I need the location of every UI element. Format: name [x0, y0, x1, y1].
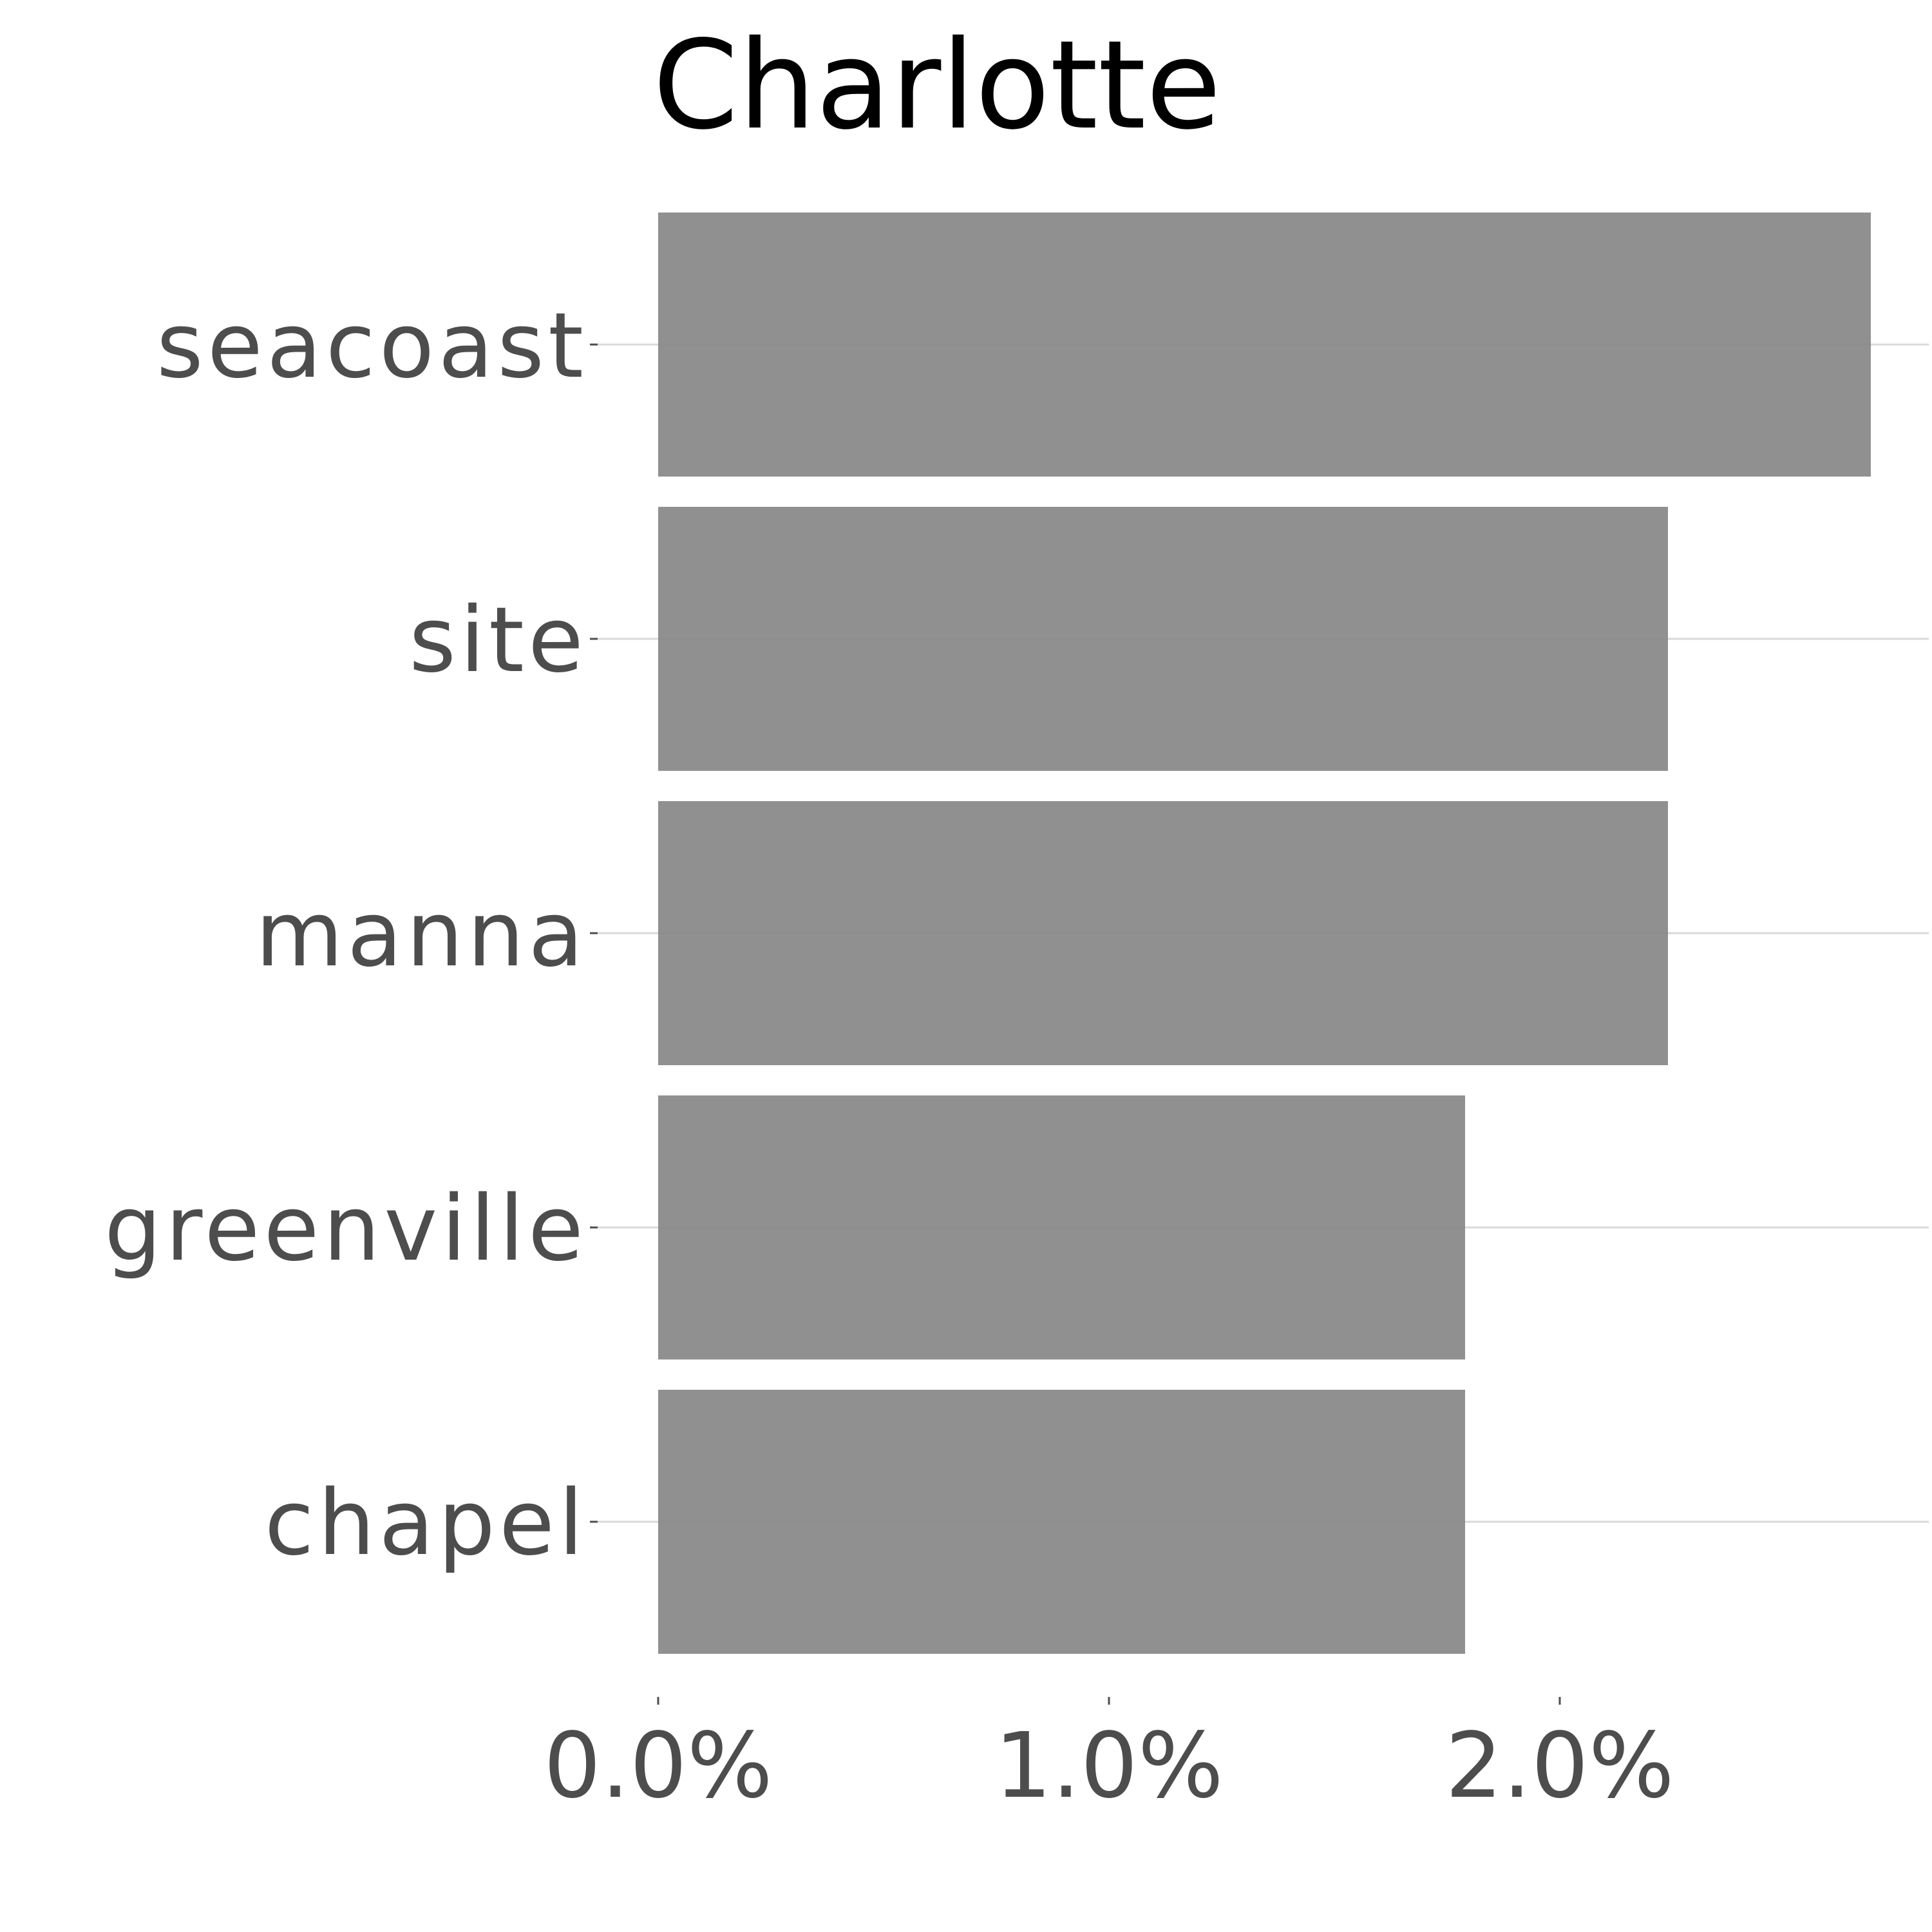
x-tick-label: 1.0% — [994, 1714, 1224, 1819]
bar-site — [658, 507, 1668, 771]
category-labels: seacoast site manna greenville chapel — [104, 294, 598, 1576]
category-label-manna: manna — [256, 882, 587, 987]
bar-greenville — [658, 1095, 1465, 1359]
bars — [658, 213, 1871, 1654]
category-label-greenville: greenville — [104, 1177, 587, 1282]
x-axis: 0.0% 1.0% 2.0% — [544, 1697, 1674, 1819]
category-label-seacoast: seacoast — [156, 294, 587, 399]
bar-seacoast — [658, 213, 1871, 477]
category-label-site: site — [409, 588, 587, 693]
category-label-chapel: chapel — [265, 1471, 587, 1576]
chart-title: Charlotte — [653, 14, 1222, 156]
bar-chapel — [658, 1390, 1465, 1654]
bar-manna — [658, 801, 1668, 1065]
x-tick-label: 0.0% — [544, 1714, 773, 1819]
x-tick-label: 2.0% — [1445, 1714, 1674, 1819]
